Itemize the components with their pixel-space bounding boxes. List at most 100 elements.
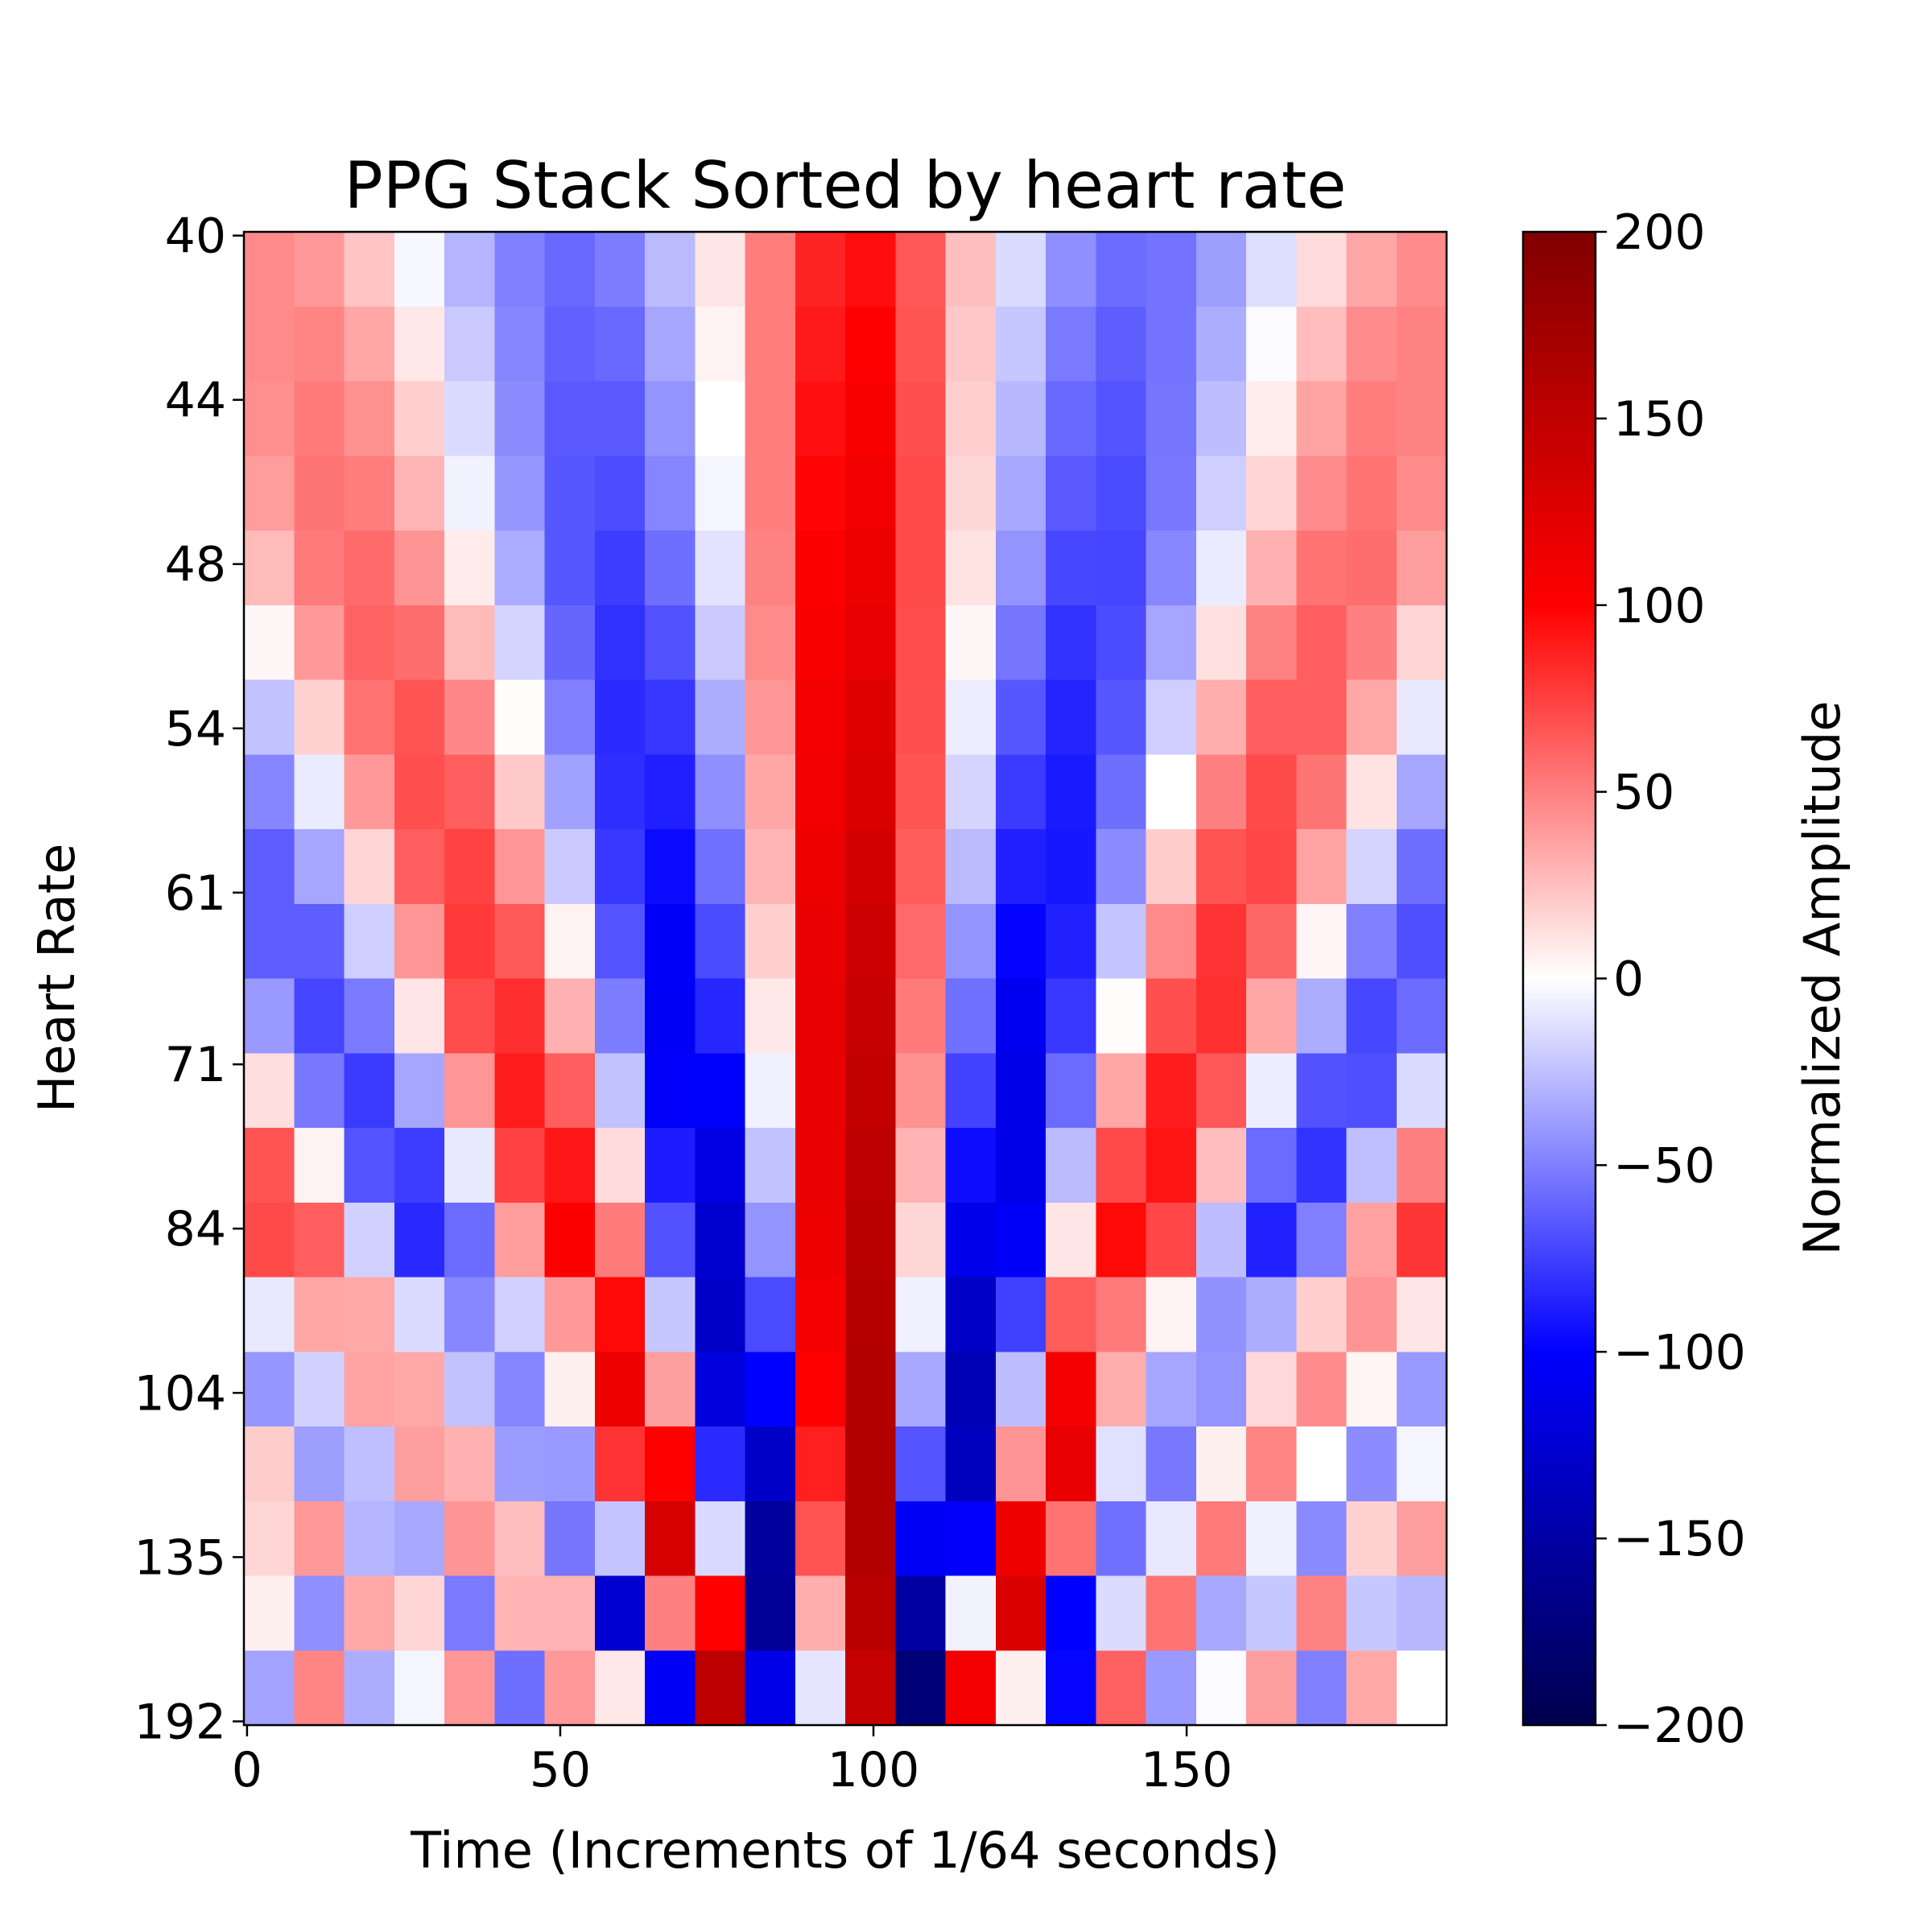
heatmap-cell xyxy=(645,1128,696,1203)
heatmap-cell xyxy=(695,1202,746,1278)
heatmap-cell xyxy=(1346,1128,1397,1203)
heatmap-cell xyxy=(845,1053,896,1129)
heatmap-cell xyxy=(1046,754,1096,830)
heatmap-cell xyxy=(945,232,997,308)
heatmap-cell xyxy=(645,1575,696,1651)
heatmap-cell xyxy=(544,1128,596,1203)
heatmap-cell xyxy=(695,978,746,1054)
heatmap-cell xyxy=(1146,1426,1197,1502)
heatmap-cell xyxy=(795,1053,846,1129)
heatmap-cell xyxy=(1346,306,1397,382)
heatmap-cell xyxy=(294,306,345,382)
heatmap-cell xyxy=(895,381,947,456)
heatmap-cell xyxy=(1195,903,1247,980)
heatmap-cell xyxy=(995,1352,1046,1427)
heatmap-cell xyxy=(594,679,646,755)
heatmap-cell xyxy=(1195,381,1247,456)
heatmap-cell xyxy=(1296,1426,1348,1502)
heatmap-cell xyxy=(1096,1501,1147,1577)
heatmap-cell xyxy=(544,1501,596,1577)
heatmap-cell xyxy=(494,456,546,531)
heatmap-cell xyxy=(1195,1650,1247,1726)
heatmap-cell xyxy=(895,829,947,905)
heatmap-cell xyxy=(244,530,295,606)
heatmap-cell xyxy=(795,605,846,681)
heatmap-cell xyxy=(444,1501,495,1577)
heatmap-cell xyxy=(544,1352,596,1427)
heatmap-cell xyxy=(394,1202,445,1278)
heatmap-cell xyxy=(1396,1128,1447,1203)
heatmap-cell xyxy=(244,381,295,456)
heatmap-cell xyxy=(1246,381,1297,456)
heatmap-cell xyxy=(294,1575,345,1651)
heatmap-cell xyxy=(895,306,947,382)
heatmap-cell xyxy=(995,381,1046,456)
heatmap-cell xyxy=(494,1426,546,1502)
heatmap-cell xyxy=(995,605,1046,681)
heatmap-cell xyxy=(995,530,1046,606)
heatmap-cell xyxy=(594,605,646,681)
heatmap-cell xyxy=(945,1128,997,1203)
heatmap-cell xyxy=(244,1575,295,1651)
heatmap-cell xyxy=(494,1053,546,1129)
heatmap-cell xyxy=(1246,1575,1297,1651)
heatmap-cell xyxy=(394,456,445,531)
heatmap-cell xyxy=(945,1426,997,1502)
heatmap-cell xyxy=(1346,829,1397,905)
heatmap-cell xyxy=(244,605,295,681)
heatmap-cell xyxy=(1195,1128,1247,1203)
heatmap-cell xyxy=(645,1053,696,1129)
heatmap-cell xyxy=(795,1501,846,1577)
heatmap-cell xyxy=(444,1128,495,1203)
heatmap-cell xyxy=(1296,1650,1348,1726)
heatmap-cell xyxy=(945,1352,997,1427)
plot-frame xyxy=(242,230,1448,1727)
chart-title: PPG Stack Sorted by heart rate xyxy=(345,148,1347,223)
y-tick-label: 104 xyxy=(134,1365,226,1422)
heatmap-cell xyxy=(1296,679,1348,755)
heatmap-cell xyxy=(344,1501,395,1577)
heatmap-cell xyxy=(895,1277,947,1352)
heatmap-cell xyxy=(945,978,997,1054)
y-tick-label: 84 xyxy=(165,1201,226,1257)
heatmap-cell xyxy=(1246,679,1297,755)
heatmap-cell xyxy=(1346,1650,1397,1726)
heatmap-cell xyxy=(1246,754,1297,830)
heatmap-cell xyxy=(1195,1575,1247,1651)
heatmap-cell xyxy=(244,1277,295,1352)
heatmap-cell xyxy=(795,829,846,905)
heatmap-cell xyxy=(294,605,345,681)
heatmap-cell xyxy=(294,456,345,531)
heatmap-cell xyxy=(1146,456,1197,531)
heatmap-cell xyxy=(695,1575,746,1651)
heatmap-cell xyxy=(1346,1352,1397,1427)
heatmap-cell xyxy=(1096,1426,1147,1502)
heatmap-cell xyxy=(1146,306,1197,382)
heatmap-cell xyxy=(895,978,947,1054)
heatmap-cell xyxy=(544,1277,596,1352)
heatmap-cell xyxy=(1396,1352,1447,1427)
heatmap-cell xyxy=(594,1202,646,1278)
heatmap-cell xyxy=(995,1575,1046,1651)
heatmap-cell xyxy=(594,1352,646,1427)
heatmap-cell xyxy=(344,903,395,980)
heatmap-cell xyxy=(444,381,495,456)
heatmap-cell xyxy=(1096,1128,1147,1203)
heatmap-cell xyxy=(1346,978,1397,1054)
heatmap-cell xyxy=(1296,1202,1348,1278)
heatmap-cell xyxy=(1195,306,1247,382)
heatmap-cell xyxy=(1096,829,1147,905)
heatmap-cell xyxy=(895,530,947,606)
heatmap-cell xyxy=(244,456,295,531)
heatmap-cell xyxy=(845,530,896,606)
heatmap-cell xyxy=(995,903,1046,980)
heatmap-cell xyxy=(344,1128,395,1203)
heatmap-cell xyxy=(1195,1501,1247,1577)
heatmap-cell xyxy=(1096,978,1147,1054)
heatmap-cell xyxy=(745,1575,796,1651)
heatmap-cell xyxy=(995,1202,1046,1278)
heatmap-cell xyxy=(945,1202,997,1278)
heatmap-cell xyxy=(1146,381,1197,456)
heatmap-cell xyxy=(1296,232,1348,308)
heatmap-cell xyxy=(795,1277,846,1352)
